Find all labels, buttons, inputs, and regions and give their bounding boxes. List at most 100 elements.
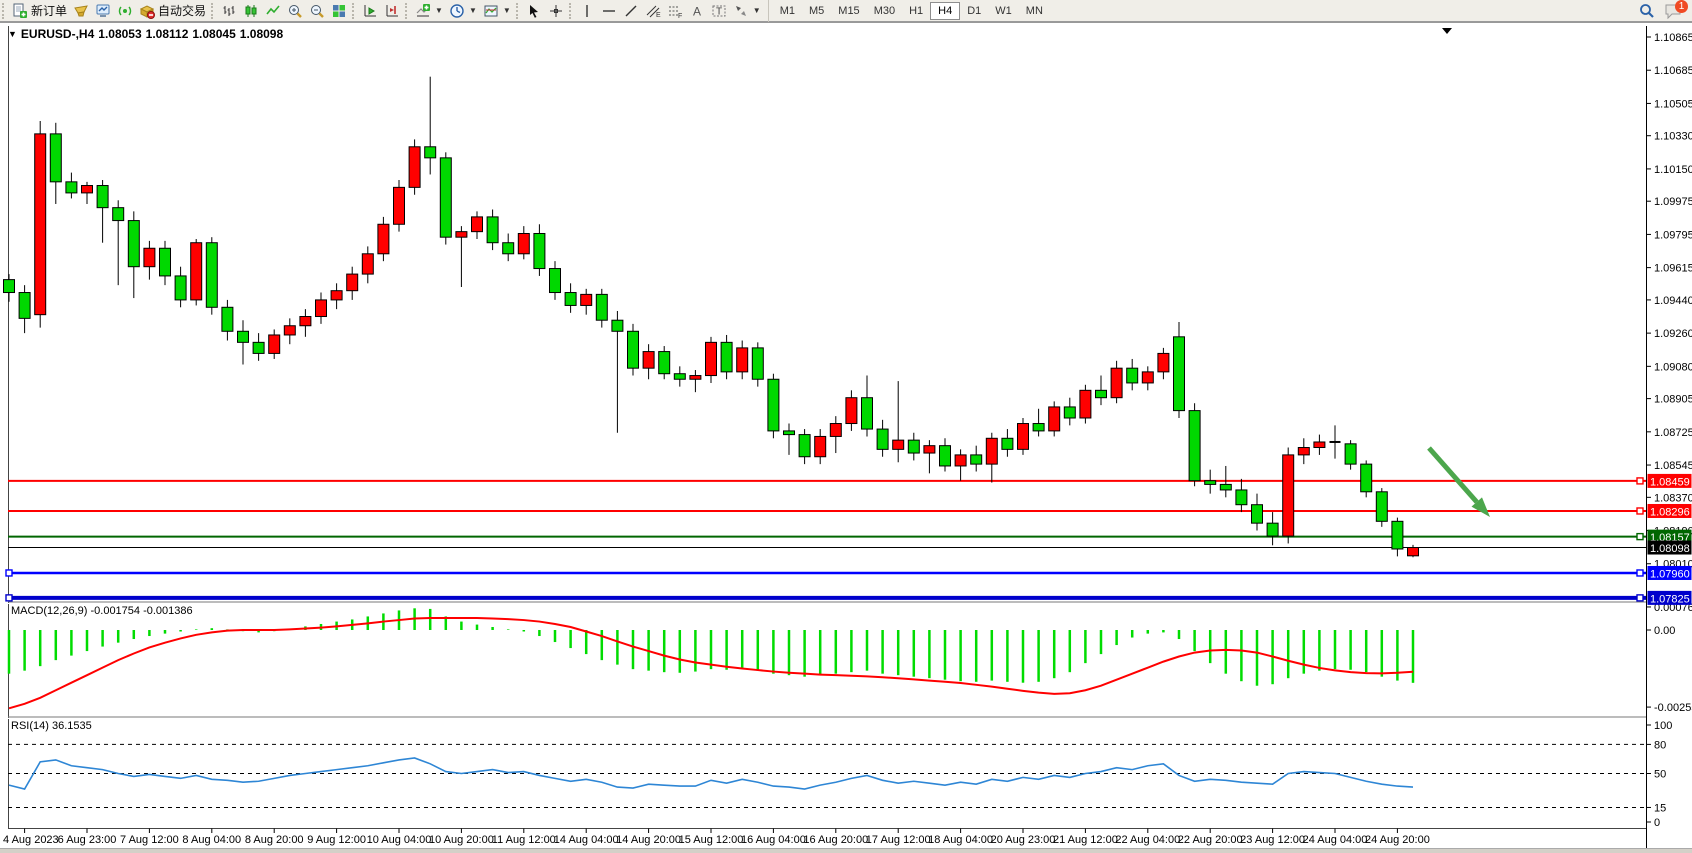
arrow-annotation[interactable] [1427, 446, 1479, 504]
candle-body [751, 347, 764, 380]
candle-body [424, 146, 437, 159]
search-icon[interactable] [1638, 2, 1656, 20]
chart-shift-marker[interactable] [1442, 28, 1452, 34]
templates-button[interactable]: ▼ [480, 1, 514, 21]
chart-high: 1.08112 [145, 27, 189, 41]
arrow-annotation-head[interactable] [1471, 497, 1490, 517]
market-watch-icon [95, 3, 111, 19]
toolbar-grip[interactable] [211, 2, 216, 19]
bar-chart-button[interactable] [218, 1, 240, 21]
candle-body [1110, 367, 1123, 399]
trendline-button[interactable] [620, 1, 642, 21]
profile-button[interactable] [70, 1, 92, 21]
arrows-button[interactable]: ▼ [730, 1, 764, 21]
candle-body [330, 290, 343, 301]
price-axis-label: 1.10685 [1654, 65, 1692, 77]
indicators-button[interactable]: ▼ [412, 1, 446, 21]
window-bottom-strip [0, 848, 1692, 853]
zoom-out-button[interactable] [306, 1, 328, 21]
zoom-in-button[interactable] [284, 1, 306, 21]
toolbar-grip[interactable] [515, 2, 521, 19]
candle-body [814, 435, 827, 458]
vertical-line-button[interactable] [576, 1, 598, 21]
chart-symbol: EURUSD-,H4 [20, 27, 95, 41]
timeframe-W1[interactable]: W1 [995, 4, 1012, 17]
candle-body [627, 330, 639, 369]
candle-body [1017, 423, 1029, 450]
cursor-button[interactable] [523, 1, 545, 21]
line-handle[interactable] [1636, 594, 1644, 602]
toolbar-grip[interactable] [352, 2, 357, 19]
text-button[interactable]: A [686, 1, 708, 21]
line-chart-button[interactable] [262, 1, 284, 21]
timeframe-M1[interactable]: M1 [779, 4, 795, 17]
tile-windows-button[interactable] [328, 1, 350, 21]
horizontal-line-button[interactable] [598, 1, 620, 21]
candle-body [783, 430, 795, 436]
line-handle[interactable] [1636, 507, 1644, 515]
candle-chart-button[interactable] [240, 1, 262, 21]
candle-body [829, 423, 842, 437]
periods-button[interactable]: ▼ [446, 1, 480, 21]
price-axis-label: 1.10330 [1654, 131, 1692, 143]
crosshair-button[interactable] [545, 1, 567, 21]
candle-body [1032, 423, 1045, 432]
vertical-line-icon [579, 3, 595, 19]
candle-body [1219, 483, 1232, 491]
timeframe-H4[interactable]: H4 [930, 1, 961, 20]
price-line-label [1647, 590, 1692, 605]
candle-body [315, 299, 327, 318]
line-handle[interactable] [1636, 532, 1644, 541]
time-axis-label: 7 Aug 12:00 [120, 834, 179, 846]
candle-body [658, 351, 671, 375]
toolbar-grip[interactable] [405, 2, 410, 19]
price-chart[interactable]: 1.10865 1.10685 1.10505 1.10330 1.10150 1.099… [0, 22, 1692, 848]
line-handle[interactable] [5, 594, 13, 602]
candle-body [34, 133, 47, 316]
candle-body [611, 319, 624, 332]
candle-body [377, 223, 390, 255]
time-axis-label: 8 Aug 20:00 [245, 834, 304, 846]
chevron-down-icon: ▼ [752, 6, 761, 15]
chart-collapse-icon[interactable]: ▼ [8, 29, 17, 39]
crosshair-icon [548, 3, 564, 19]
timeframe-D1[interactable]: D1 [967, 4, 982, 17]
fibonacci-button[interactable]: F [664, 1, 686, 21]
timeframe-H1[interactable]: H1 [909, 4, 924, 17]
price-line-label [1647, 473, 1692, 488]
candle-body [673, 373, 686, 380]
line-handle[interactable] [1636, 477, 1644, 485]
price-axis-label: 1.09440 [1654, 295, 1692, 307]
text-label-button[interactable]: T [708, 1, 730, 21]
chart-shift-button[interactable] [381, 1, 403, 21]
periods-icon [449, 3, 465, 19]
candle-body [1188, 410, 1201, 482]
auto-scroll-button[interactable] [359, 1, 381, 21]
new-order-button[interactable]: 新订单 [9, 1, 70, 21]
candle-body [346, 273, 359, 292]
timeframe-MN[interactable]: MN [1025, 4, 1043, 17]
autotrading-icon [139, 3, 156, 19]
time-axis-label: 4 Aug 2023 [3, 834, 59, 846]
line-chart-icon [265, 3, 281, 19]
toolbar-grip[interactable] [568, 2, 574, 19]
line-handle[interactable] [1636, 569, 1644, 577]
timeframe-M5[interactable]: M5 [809, 4, 825, 17]
svg-text:F: F [678, 13, 682, 19]
candle-body [1266, 522, 1279, 537]
price-axis-label: 1.08545 [1654, 460, 1692, 472]
rsi-axis-label: 50 [1654, 769, 1666, 781]
signal-button[interactable] [114, 1, 136, 21]
market-watch-button[interactable] [92, 1, 114, 21]
chevron-down-icon: ▼ [502, 6, 511, 15]
timeframe-M15[interactable]: M15 [838, 4, 860, 17]
autotrading-button[interactable]: 自动交易 [136, 1, 209, 21]
notifications-button[interactable]: 1 [1664, 0, 1688, 20]
toolbar-grip[interactable] [2, 2, 7, 19]
candle-body [549, 268, 561, 294]
channel-button[interactable]: E [642, 1, 664, 21]
cursor-icon [526, 3, 542, 19]
time-axis-label: 9 Aug 12:00 [307, 834, 366, 846]
line-handle[interactable] [5, 569, 13, 577]
timeframe-M30[interactable]: M30 [873, 4, 896, 17]
